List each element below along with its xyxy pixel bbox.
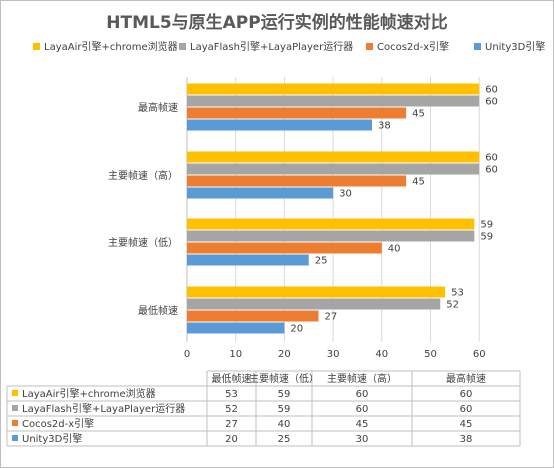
data-label: 38 bbox=[378, 121, 391, 132]
legend-swatch bbox=[366, 43, 373, 50]
legend-item: Unity3D引擎 bbox=[474, 41, 545, 55]
chart-legend: LayaAir引擎+chrome浏览器 LayaFlash引擎+LayaPlaye… bbox=[0, 41, 554, 55]
data-label: 52 bbox=[446, 300, 459, 311]
data-label: 45 bbox=[412, 177, 425, 188]
tick-label: 40 bbox=[375, 349, 388, 360]
tick-label: 30 bbox=[327, 349, 340, 360]
table-cell: 60 bbox=[460, 404, 473, 415]
table-cell: 30 bbox=[356, 434, 369, 445]
table-header: 主要帧速（低） bbox=[249, 372, 319, 385]
bar bbox=[187, 254, 309, 266]
data-label: 27 bbox=[324, 312, 337, 323]
tick-label: 10 bbox=[229, 349, 242, 360]
chart-title: HTML5与原生APP运行实例的性能帧速对比 bbox=[106, 13, 448, 33]
table-cell: 60 bbox=[356, 389, 369, 400]
data-label: 60 bbox=[485, 85, 498, 96]
data-label: 25 bbox=[315, 256, 328, 267]
bar bbox=[187, 119, 373, 131]
table-legend-key bbox=[12, 390, 18, 396]
legend-label: LayaAir引擎+chrome浏览器 bbox=[44, 42, 178, 53]
bar bbox=[187, 218, 475, 230]
data-label: 60 bbox=[485, 165, 498, 176]
data-label: 53 bbox=[451, 288, 464, 299]
legend-swatch bbox=[179, 43, 186, 50]
table-header: 主要帧速（高） bbox=[327, 372, 397, 385]
table-cell: 59 bbox=[278, 404, 291, 415]
table-header: 最低帧速 bbox=[212, 372, 252, 385]
legend-item: LayaFlash引擎+LayaPlayer运行器 bbox=[179, 41, 353, 55]
data-label: 30 bbox=[339, 189, 352, 200]
bar bbox=[187, 230, 475, 242]
category-label: 主要帧速（高） bbox=[108, 169, 178, 182]
table-legend-key bbox=[12, 435, 18, 441]
legend-item: LayaAir引擎+chrome浏览器 bbox=[33, 41, 178, 55]
category-label: 最高帧速 bbox=[138, 101, 178, 114]
data-label: 60 bbox=[485, 153, 498, 164]
data-label: 40 bbox=[388, 244, 401, 255]
category-label: 主要帧速（低） bbox=[108, 236, 178, 249]
data-label: 45 bbox=[412, 109, 425, 120]
table-cell: 45 bbox=[460, 419, 473, 430]
bar bbox=[187, 95, 480, 107]
bar bbox=[187, 187, 334, 199]
legend-swatch bbox=[33, 43, 40, 50]
table-cell: 52 bbox=[225, 404, 238, 415]
bar bbox=[187, 83, 480, 95]
bar bbox=[187, 163, 480, 175]
bar bbox=[187, 286, 446, 298]
table-cell: 59 bbox=[278, 389, 291, 400]
table-cell: 38 bbox=[460, 434, 473, 445]
bar bbox=[187, 175, 407, 187]
legend-label: Unity3D引擎 bbox=[485, 42, 546, 53]
bar bbox=[187, 107, 407, 119]
table-cell: 60 bbox=[460, 389, 473, 400]
tick-label: 60 bbox=[473, 349, 486, 360]
data-label: 59 bbox=[480, 232, 493, 243]
table-header: 最高帧速 bbox=[446, 372, 486, 385]
table-legend-key bbox=[12, 420, 18, 426]
category-label: 最低帧速 bbox=[138, 304, 178, 317]
table-row-label: LayaAir引擎+chrome浏览器 bbox=[22, 387, 156, 400]
table-row-label: Unity3D引擎 bbox=[22, 432, 82, 445]
tick-label: 20 bbox=[278, 349, 291, 360]
bar bbox=[187, 151, 480, 163]
tick-label: 50 bbox=[424, 349, 437, 360]
tick-label: 0 bbox=[184, 349, 190, 360]
legend-label: LayaFlash引擎+LayaPlayer运行器 bbox=[190, 42, 354, 53]
bar bbox=[187, 242, 382, 254]
table-cell: 53 bbox=[225, 389, 238, 400]
bar bbox=[187, 298, 441, 310]
legend-label: Cocos2d-x引擎 bbox=[377, 42, 450, 53]
table-cell: 60 bbox=[356, 404, 369, 415]
data-label: 60 bbox=[485, 97, 498, 108]
data-label: 20 bbox=[290, 324, 303, 335]
legend-item: Cocos2d-x引擎 bbox=[366, 41, 449, 55]
table-legend-key bbox=[12, 405, 18, 411]
table-cell: 45 bbox=[356, 419, 369, 430]
table-cell: 40 bbox=[278, 419, 291, 430]
bar bbox=[187, 310, 319, 322]
table-cell: 27 bbox=[225, 419, 238, 430]
table-cell: 20 bbox=[225, 434, 238, 445]
table-row-label: LayaFlash引擎+LayaPlayer运行器 bbox=[22, 402, 185, 415]
data-label: 59 bbox=[480, 220, 493, 231]
bar bbox=[187, 322, 285, 334]
table-cell: 25 bbox=[278, 434, 291, 445]
legend-swatch bbox=[474, 43, 481, 50]
table-row-label: Cocos2d-x引擎 bbox=[22, 417, 94, 430]
